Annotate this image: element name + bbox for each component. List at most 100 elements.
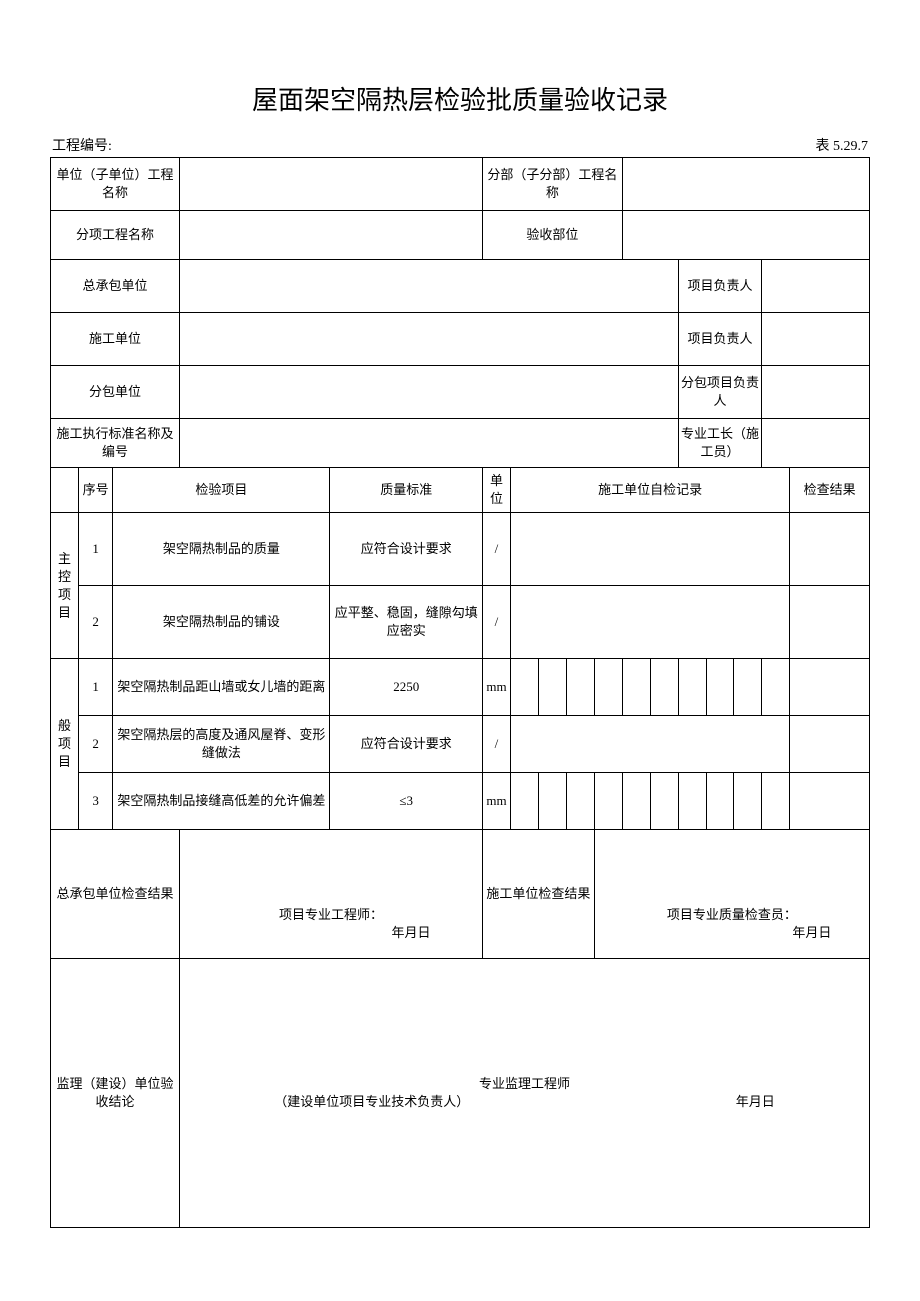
sub-proj-value xyxy=(622,158,869,211)
g1-std: 2250 xyxy=(330,659,483,716)
m2-check xyxy=(510,586,789,659)
col-unit: 单位 xyxy=(482,468,510,513)
m2-result xyxy=(790,586,870,659)
date-2: 年月日 xyxy=(632,925,831,940)
g3-unit: mm xyxy=(482,773,510,830)
construction-result-label: 施工单位检查结果 xyxy=(482,830,594,959)
g3-c7 xyxy=(678,773,706,830)
g3-item: 架空隔热制品接缝高低差的允许偏差 xyxy=(113,773,330,830)
g2-check xyxy=(510,716,789,773)
date-3: 年月日 xyxy=(736,1094,775,1109)
g3-c6 xyxy=(650,773,678,830)
m2-std: 应平整、稳固，缝隙勾填应密实 xyxy=(330,586,483,659)
g1-c9 xyxy=(734,659,762,716)
section-master: 主控项目 xyxy=(51,513,79,659)
m2-unit: / xyxy=(482,586,510,659)
sub-proj-leader-label: 分包项目负责人 xyxy=(678,366,762,419)
g1-c2 xyxy=(538,659,566,716)
g1-c10 xyxy=(762,659,790,716)
unit-proj-label: 单位（子单位）工程名称 xyxy=(51,158,180,211)
col-self-check: 施工单位自检记录 xyxy=(510,468,789,513)
g3-result xyxy=(790,773,870,830)
g2-std: 应符合设计要求 xyxy=(330,716,483,773)
main-contractor-label: 总承包单位 xyxy=(51,260,180,313)
g1-c7 xyxy=(678,659,706,716)
subcontractor-value xyxy=(179,366,678,419)
main-contractor-result-blank xyxy=(179,830,482,891)
tech-lead: （建设单位项目专业技术负责人） xyxy=(274,1094,469,1109)
main-contractor-result-label: 总承包单位检查结果 xyxy=(51,830,180,959)
item-proj-label: 分项工程名称 xyxy=(51,211,180,260)
g1-c3 xyxy=(566,659,594,716)
g2-unit: / xyxy=(482,716,510,773)
col-result: 检查结果 xyxy=(790,468,870,513)
g1-unit: mm xyxy=(482,659,510,716)
g1-result xyxy=(790,659,870,716)
section-general: 般项目 xyxy=(51,659,79,830)
g2-n: 2 xyxy=(78,716,112,773)
g1-c8 xyxy=(706,659,734,716)
inspection-table: 单位（子单位）工程名称 分部（子分部）工程名称 分项工程名称 验收部位 总承包单… xyxy=(50,157,870,1228)
proj-engineer-block: 项目专业工程师： 年月日 xyxy=(179,890,482,959)
accept-part-label: 验收部位 xyxy=(482,211,622,260)
foreman-label: 专业工长（施工员） xyxy=(678,419,762,468)
m1-std: 应符合设计要求 xyxy=(330,513,483,586)
g3-c9 xyxy=(734,773,762,830)
supervision-conclusion-label: 监理（建设）单位验收结论 xyxy=(51,959,180,1228)
sub-proj-leader-value xyxy=(762,366,870,419)
m2-n: 2 xyxy=(78,586,112,659)
subcontractor-label: 分包单位 xyxy=(51,366,180,419)
item-proj-value xyxy=(179,211,482,260)
m1-n: 1 xyxy=(78,513,112,586)
g2-item: 架空隔热层的高度及通风屋脊、变形缝做法 xyxy=(113,716,330,773)
unit-proj-value xyxy=(179,158,482,211)
g3-c8 xyxy=(706,773,734,830)
quality-inspector-block: 项目专业质量检查员： 年月日 xyxy=(594,890,869,959)
supervision-engineer: 专业监理工程师 xyxy=(479,1076,570,1091)
col-item: 检验项目 xyxy=(113,468,330,513)
g3-c10 xyxy=(762,773,790,830)
page-title: 屋面架空隔热层检验批质量验收记录 xyxy=(50,80,870,117)
g1-item: 架空隔热制品距山墙或女儿墙的距离 xyxy=(113,659,330,716)
construction-unit-value xyxy=(179,313,678,366)
date-1: 年月日 xyxy=(231,925,430,940)
supervision-block: 专业监理工程师 （建设单位项目专业技术负责人） 年月日 xyxy=(179,959,869,1228)
accept-part-value xyxy=(622,211,869,260)
g1-c1 xyxy=(510,659,538,716)
proj-leader-value-1 xyxy=(762,260,870,313)
m1-result xyxy=(790,513,870,586)
construction-result-blank xyxy=(594,830,869,891)
g3-c1 xyxy=(510,773,538,830)
g1-n: 1 xyxy=(78,659,112,716)
construction-unit-label: 施工单位 xyxy=(51,313,180,366)
m1-check xyxy=(510,513,789,586)
g3-c4 xyxy=(594,773,622,830)
foreman-value xyxy=(762,419,870,468)
g3-std: ≤3 xyxy=(330,773,483,830)
g1-c6 xyxy=(650,659,678,716)
col-seq: 序号 xyxy=(78,468,112,513)
standard-label: 施工执行标准名称及编号 xyxy=(51,419,180,468)
proj-leader-label-1: 项目负责人 xyxy=(678,260,762,313)
g1-c4 xyxy=(594,659,622,716)
col-standard: 质量标准 xyxy=(330,468,483,513)
project-no-label: 工程编号: xyxy=(52,135,112,155)
g3-c5 xyxy=(622,773,650,830)
g3-c2 xyxy=(538,773,566,830)
proj-engineer-label: 项目专业工程师： xyxy=(279,907,383,922)
g3-c3 xyxy=(566,773,594,830)
standard-value xyxy=(179,419,678,468)
proj-leader-value-2 xyxy=(762,313,870,366)
m2-item: 架空隔热制品的铺设 xyxy=(113,586,330,659)
proj-leader-label-2: 项目负责人 xyxy=(678,313,762,366)
main-contractor-value xyxy=(179,260,678,313)
m1-unit: / xyxy=(482,513,510,586)
sub-proj-label: 分部（子分部）工程名称 xyxy=(482,158,622,211)
g1-c5 xyxy=(622,659,650,716)
col-blank xyxy=(51,468,79,513)
table-no: 表 5.29.7 xyxy=(816,135,869,155)
g2-result xyxy=(790,716,870,773)
g3-n: 3 xyxy=(78,773,112,830)
quality-inspector-label: 项目专业质量检查员： xyxy=(667,907,797,922)
m1-item: 架空隔热制品的质量 xyxy=(113,513,330,586)
